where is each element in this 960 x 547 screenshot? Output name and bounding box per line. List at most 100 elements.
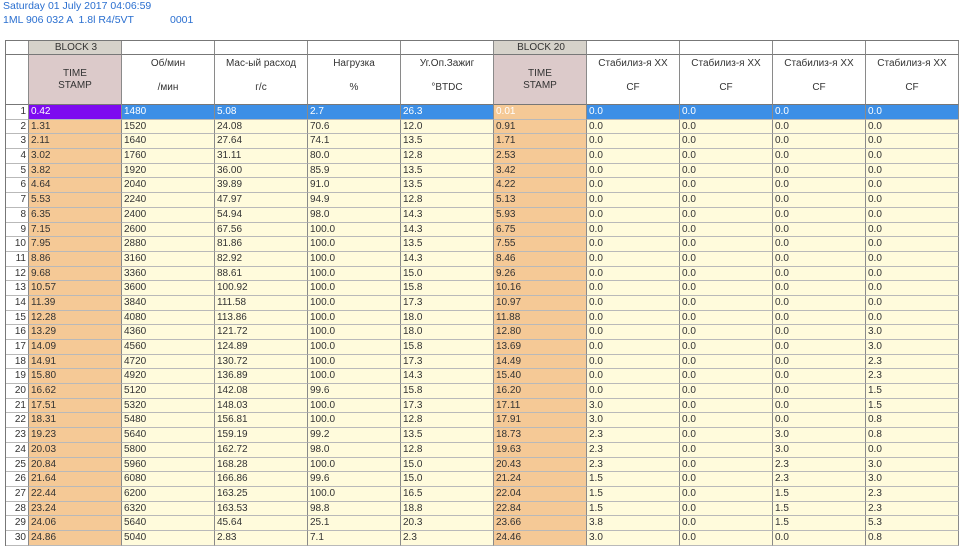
report-code: 0001 bbox=[170, 14, 194, 26]
row-number: 5 bbox=[6, 163, 29, 179]
value-cell: 18.8 bbox=[401, 501, 494, 517]
value-cell: 100.0 bbox=[308, 413, 401, 429]
value-cell: 100.0 bbox=[308, 222, 401, 238]
value-cell: 1520 bbox=[122, 119, 215, 135]
row-number: 12 bbox=[6, 266, 29, 282]
timestamp-cell: 23.66 bbox=[494, 516, 587, 531]
value-cell: 2.3 bbox=[587, 428, 680, 443]
column-header: Стабилиз-я ХХ CF bbox=[866, 55, 959, 105]
value-cell: 0.0 bbox=[587, 295, 680, 311]
timestamp-cell: 1.31 bbox=[29, 119, 122, 135]
value-cell: 0.0 bbox=[773, 134, 866, 150]
value-cell: 3.0 bbox=[587, 530, 680, 546]
value-cell: 80.0 bbox=[308, 149, 401, 164]
value-cell: 5.3 bbox=[866, 516, 959, 531]
column-unit: CF bbox=[719, 82, 733, 93]
value-cell: 0.0 bbox=[680, 516, 773, 531]
timestamp-cell: 9.68 bbox=[29, 266, 122, 282]
value-cell: 0.0 bbox=[866, 281, 959, 296]
value-cell: 5800 bbox=[122, 442, 215, 458]
value-cell: 1.5 bbox=[773, 501, 866, 517]
value-cell: 0.0 bbox=[773, 178, 866, 194]
value-cell: 12.0 bbox=[401, 119, 494, 135]
value-cell: 3840 bbox=[122, 295, 215, 311]
value-cell: 3.0 bbox=[773, 428, 866, 443]
value-cell: 2880 bbox=[122, 237, 215, 252]
column-unit: CF bbox=[812, 82, 826, 93]
timestamp-cell: 3.82 bbox=[29, 163, 122, 179]
value-cell: 24.08 bbox=[215, 119, 308, 135]
row-number: 25 bbox=[6, 457, 29, 473]
value-cell: 3.0 bbox=[866, 340, 959, 355]
block-cell bbox=[215, 41, 308, 55]
value-cell: 99.6 bbox=[308, 384, 401, 399]
value-cell: 0.0 bbox=[680, 428, 773, 443]
value-cell: 0.8 bbox=[866, 428, 959, 443]
value-cell: 2040 bbox=[122, 178, 215, 194]
value-cell: 1.5 bbox=[587, 486, 680, 502]
value-cell: 1.5 bbox=[587, 472, 680, 487]
value-cell: 100.0 bbox=[308, 369, 401, 385]
timestamp-cell: 4.64 bbox=[29, 178, 122, 194]
value-cell: 14.3 bbox=[401, 369, 494, 385]
column-title: Уг.Оп.Зажиг bbox=[419, 58, 475, 69]
value-cell: 0.0 bbox=[587, 251, 680, 267]
value-cell: 0.0 bbox=[680, 340, 773, 355]
timestamp-cell: 11.88 bbox=[494, 310, 587, 326]
value-cell: 0.0 bbox=[866, 295, 959, 311]
value-cell: 5040 bbox=[122, 530, 215, 546]
timestamp-cell: 8.46 bbox=[494, 251, 587, 267]
block-label: BLOCK 3 bbox=[29, 41, 122, 55]
value-cell: 54.94 bbox=[215, 207, 308, 223]
timestamp-cell: 7.95 bbox=[29, 237, 122, 252]
value-cell: 156.81 bbox=[215, 413, 308, 429]
value-cell: 100.0 bbox=[308, 325, 401, 340]
column-header: Стабилиз-я ХХ CF bbox=[773, 55, 866, 105]
value-cell: 0.0 bbox=[866, 266, 959, 282]
timestamp-cell: 15.40 bbox=[494, 369, 587, 385]
value-cell: 13.5 bbox=[401, 134, 494, 150]
row-number: 24 bbox=[6, 442, 29, 458]
value-cell: 163.25 bbox=[215, 486, 308, 502]
value-cell: 168.28 bbox=[215, 457, 308, 473]
value-cell: 0.0 bbox=[680, 398, 773, 414]
value-cell: 2.3 bbox=[866, 369, 959, 385]
timestamp-cell: 18.31 bbox=[29, 413, 122, 429]
value-cell: 0.0 bbox=[866, 105, 959, 120]
timestamp-cell: 13.69 bbox=[494, 340, 587, 355]
value-cell: 17.3 bbox=[401, 398, 494, 414]
timestamp-cell: 0.01 bbox=[494, 105, 587, 120]
value-cell: 3360 bbox=[122, 266, 215, 282]
value-cell: 2.3 bbox=[866, 354, 959, 370]
column-header: Стабилиз-я ХХ CF bbox=[680, 55, 773, 105]
timestamp-cell: 12.80 bbox=[494, 325, 587, 340]
row-number: 4 bbox=[6, 149, 29, 164]
timestamp-cell: 16.20 bbox=[494, 384, 587, 399]
timestamp-cell: 17.11 bbox=[494, 398, 587, 414]
value-cell: 148.03 bbox=[215, 398, 308, 414]
value-cell: 39.89 bbox=[215, 178, 308, 194]
value-cell: 5120 bbox=[122, 384, 215, 399]
value-cell: 20.3 bbox=[401, 516, 494, 531]
value-cell: 0.0 bbox=[587, 178, 680, 194]
timestamp-cell: 24.46 bbox=[494, 530, 587, 546]
value-cell: 3.0 bbox=[866, 472, 959, 487]
value-cell: 1480 bbox=[122, 105, 215, 120]
value-cell: 4080 bbox=[122, 310, 215, 326]
value-cell: 0.0 bbox=[587, 134, 680, 150]
row-number: 13 bbox=[6, 281, 29, 296]
value-cell: 91.0 bbox=[308, 178, 401, 194]
vehicle-id: 1ML 906 032 A 1.8l R4/5VT bbox=[3, 14, 134, 26]
value-cell: 2.3 bbox=[401, 530, 494, 546]
row-number: 29 bbox=[6, 516, 29, 531]
timestamp-cell: 9.26 bbox=[494, 266, 587, 282]
value-cell: 1.5 bbox=[587, 501, 680, 517]
value-cell: 0.0 bbox=[680, 413, 773, 429]
value-cell: 0.0 bbox=[680, 442, 773, 458]
timestamp-cell: 3.42 bbox=[494, 163, 587, 179]
value-cell: 0.0 bbox=[773, 149, 866, 164]
timestamp-cell: 22.04 bbox=[494, 486, 587, 502]
column-header: TIME STAMP bbox=[494, 55, 587, 105]
value-cell: 0.0 bbox=[680, 457, 773, 473]
block-label: BLOCK 20 bbox=[494, 41, 587, 55]
